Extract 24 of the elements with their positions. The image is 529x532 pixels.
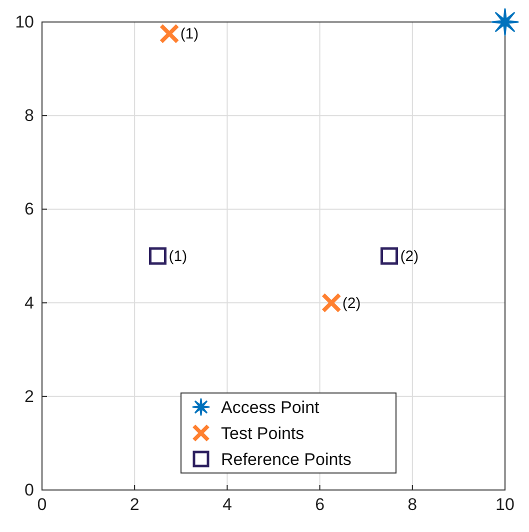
annotation: (1) xyxy=(168,248,188,265)
y-tick-label: 0 xyxy=(24,480,34,500)
legend-label: Reference Points xyxy=(221,450,352,469)
x-tick-label: 0 xyxy=(37,495,47,514)
x-tick-label: 10 xyxy=(496,495,514,514)
y-tick-label: 10 xyxy=(15,12,34,32)
annotation: (2) xyxy=(342,294,361,312)
x-tick-label: 8 xyxy=(408,495,418,514)
x-tick-label: 4 xyxy=(222,495,232,514)
x-tick-label: 2 xyxy=(130,495,140,514)
y-tick-label: 6 xyxy=(24,200,34,219)
point xyxy=(491,8,519,36)
y-tick-label: 8 xyxy=(24,106,34,126)
point xyxy=(321,292,342,313)
point xyxy=(149,247,166,265)
legend-label: Access Point xyxy=(221,398,320,417)
point xyxy=(380,247,398,265)
point xyxy=(159,24,180,44)
x-tick-label: 6 xyxy=(315,495,325,514)
legend-label: Test Points xyxy=(221,424,304,443)
annotation: (1) xyxy=(180,26,199,43)
y-tick-label: 2 xyxy=(24,386,34,406)
annotation: (2) xyxy=(400,248,419,265)
y-tick-label: 4 xyxy=(24,293,34,312)
